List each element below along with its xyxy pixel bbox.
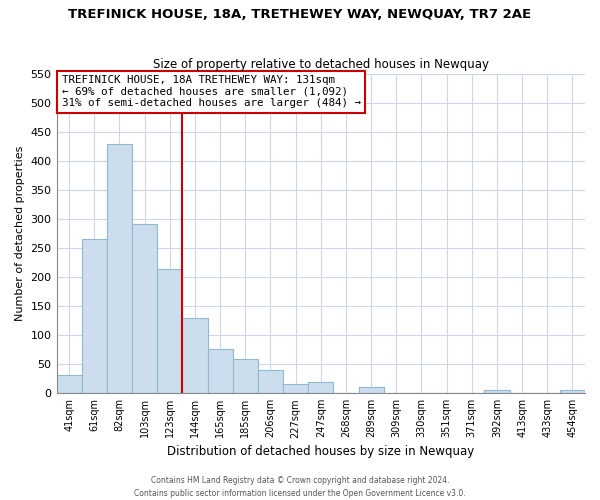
Bar [233,359,258,393]
Bar [560,390,585,393]
Title: Size of property relative to detached houses in Newquay: Size of property relative to detached ho… [153,58,489,71]
Y-axis label: Number of detached properties: Number of detached properties [15,146,25,321]
Bar [157,269,182,393]
Bar [56,374,82,393]
Text: TREFINICK HOUSE, 18A, TRETHEWEY WAY, NEWQUAY, TR7 2AE: TREFINICK HOUSE, 18A, TRETHEWEY WAY, NEW… [68,8,532,20]
Bar [182,318,208,393]
Bar [308,382,334,393]
Bar [107,144,132,393]
Bar [258,370,283,393]
Bar [82,239,107,393]
Bar [359,388,383,393]
Text: TREFINICK HOUSE, 18A TRETHEWEY WAY: 131sqm
← 69% of detached houses are smaller : TREFINICK HOUSE, 18A TRETHEWEY WAY: 131s… [62,75,361,108]
Bar [208,349,233,393]
Text: Contains HM Land Registry data © Crown copyright and database right 2024.
Contai: Contains HM Land Registry data © Crown c… [134,476,466,498]
Bar [283,384,308,393]
Bar [484,390,509,393]
Bar [132,224,157,393]
X-axis label: Distribution of detached houses by size in Newquay: Distribution of detached houses by size … [167,444,475,458]
